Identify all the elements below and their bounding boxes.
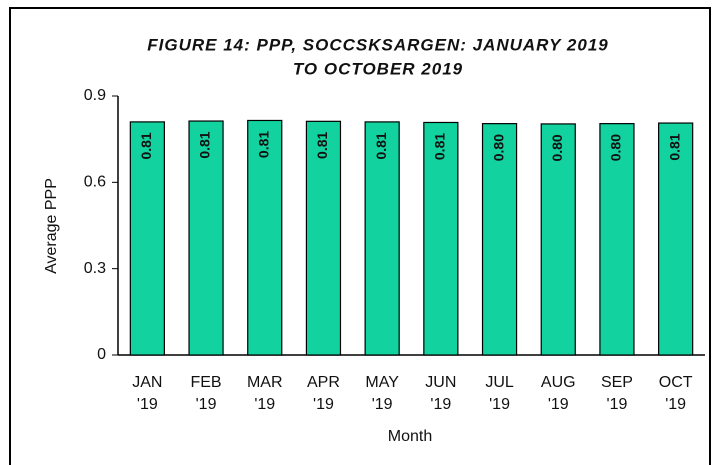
bar	[540, 123, 576, 356]
bar	[658, 122, 694, 356]
x-tick-label: MAY '19	[365, 374, 399, 413]
y-tick-label: 0.6	[84, 174, 106, 191]
value-label: 0.81	[666, 133, 682, 160]
value-label: 0.80	[549, 134, 565, 161]
x-tick-label: SEP '19	[601, 374, 633, 413]
y-tick-label: 0	[97, 346, 106, 363]
value-label: 0.81	[197, 131, 213, 158]
bar	[247, 119, 283, 356]
bar	[188, 120, 224, 356]
bar	[364, 121, 400, 356]
bar	[129, 121, 165, 356]
y-tick-label: 0.3	[84, 260, 106, 277]
bar	[481, 123, 518, 356]
value-label: 0.81	[373, 132, 389, 159]
chart-title: TO OCTOBER 2019	[293, 59, 463, 78]
x-tick-label: JAN '19	[132, 374, 162, 413]
y-axis-label: Average PPP	[43, 178, 60, 274]
y-tick-label: 0.9	[84, 87, 106, 104]
x-tick-label: MAR '19	[247, 374, 283, 413]
value-label: 0.81	[432, 133, 448, 160]
x-tick-label: FEB '19	[190, 374, 221, 413]
value-label: 0.81	[255, 131, 271, 158]
x-axis-label: Month	[388, 428, 432, 445]
value-label: 0.81	[138, 132, 154, 159]
value-label: 0.80	[490, 134, 506, 161]
bar	[599, 123, 635, 356]
bar	[305, 120, 342, 356]
value-label: 0.80	[608, 134, 624, 161]
x-tick-label: APR '19	[307, 374, 340, 413]
chart-title: FIGURE 14: PPP, SOCCSKSARGEN: JANUARY 20…	[147, 35, 608, 54]
x-tick-label: JUN '19	[425, 374, 456, 413]
x-tick-label: OCT '19	[659, 374, 693, 413]
bar	[423, 121, 459, 356]
x-tick-label: AUG '19	[541, 374, 576, 413]
frame	[9, 7, 711, 465]
value-label: 0.81	[314, 131, 330, 158]
x-tick-label: JUL '19	[485, 374, 514, 413]
